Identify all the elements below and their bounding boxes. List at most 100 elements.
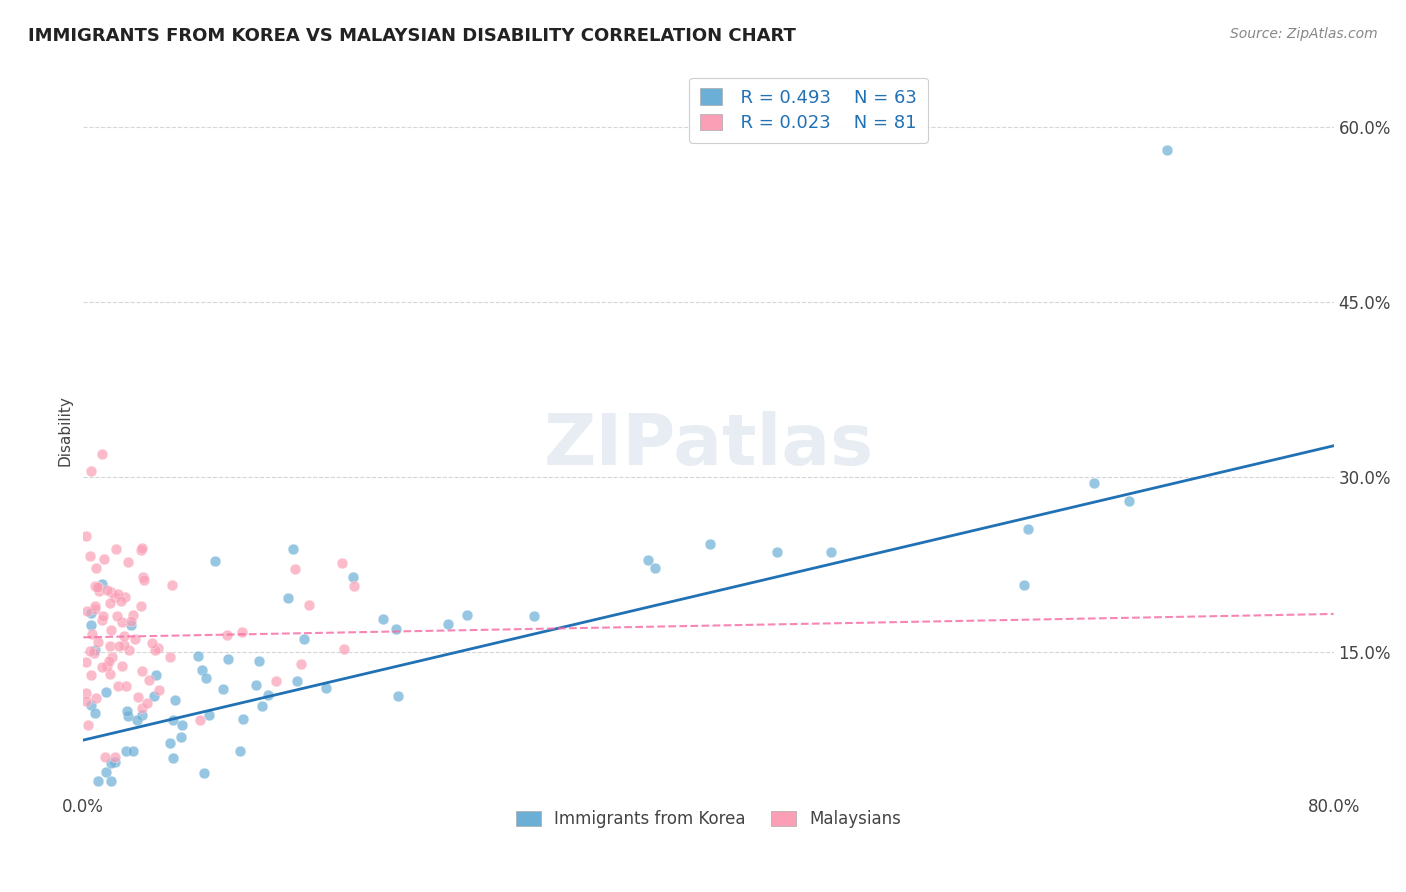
Point <box>285 673 308 688</box>
Point <box>384 622 406 636</box>
Point <box>637 553 659 567</box>
Point <box>315 681 337 695</box>
Point <box>191 663 214 677</box>
Point <box>115 744 138 758</box>
Point <box>217 651 239 665</box>
Point <box>162 751 184 765</box>
Point <box>94 750 117 764</box>
Point <box>162 714 184 728</box>
Point <box>77 718 100 732</box>
Point <box>1017 522 1039 536</box>
Point <box>112 638 135 652</box>
Point <box>247 654 270 668</box>
Point <box>111 615 134 630</box>
Point <box>143 642 166 657</box>
Point <box>100 774 122 789</box>
Point <box>170 730 193 744</box>
Point <box>131 701 153 715</box>
Point <box>104 591 127 605</box>
Point <box>101 650 124 665</box>
Point <box>91 660 114 674</box>
Point <box>456 608 478 623</box>
Point <box>121 607 143 622</box>
Point <box>104 750 127 764</box>
Point <box>188 713 211 727</box>
Point <box>1156 143 1178 157</box>
Point <box>124 632 146 646</box>
Point <box>100 623 122 637</box>
Point <box>96 659 118 673</box>
Point <box>94 685 117 699</box>
Point <box>115 704 138 718</box>
Point <box>83 643 105 657</box>
Point <box>117 555 139 569</box>
Point <box>107 587 129 601</box>
Point <box>80 617 103 632</box>
Point <box>83 646 105 660</box>
Point <box>96 583 118 598</box>
Point <box>277 591 299 606</box>
Point <box>1012 578 1035 592</box>
Point <box>118 642 141 657</box>
Point <box>165 693 187 707</box>
Point <box>105 609 128 624</box>
Point <box>100 585 122 599</box>
Point <box>120 614 142 628</box>
Point <box>129 542 152 557</box>
Point <box>281 542 304 557</box>
Point <box>204 554 226 568</box>
Point <box>76 604 98 618</box>
Point <box>84 561 107 575</box>
Point <box>110 594 132 608</box>
Point <box>264 674 287 689</box>
Point <box>229 744 252 758</box>
Point <box>83 579 105 593</box>
Point <box>93 552 115 566</box>
Point <box>79 549 101 564</box>
Point <box>298 598 321 612</box>
Point <box>100 756 122 770</box>
Point <box>87 774 110 789</box>
Point <box>198 708 221 723</box>
Y-axis label: Disability: Disability <box>58 395 72 466</box>
Point <box>232 712 254 726</box>
Point <box>90 613 112 627</box>
Point <box>91 577 114 591</box>
Text: IMMIGRANTS FROM KOREA VS MALAYSIAN DISABILITY CORRELATION CHART: IMMIGRANTS FROM KOREA VS MALAYSIAN DISAB… <box>28 27 796 45</box>
Point <box>80 465 103 479</box>
Point <box>91 447 114 461</box>
Point <box>75 685 97 699</box>
Point <box>256 689 278 703</box>
Point <box>172 718 194 732</box>
Point <box>87 581 110 595</box>
Point <box>75 529 97 543</box>
Point <box>217 628 239 642</box>
Point <box>292 632 315 646</box>
Point <box>766 545 789 559</box>
Point <box>115 679 138 693</box>
Point <box>387 690 409 704</box>
Point <box>91 609 114 624</box>
Point <box>333 642 356 657</box>
Point <box>644 560 666 574</box>
Point <box>112 629 135 643</box>
Point <box>111 659 134 673</box>
Point <box>820 545 842 559</box>
Point <box>250 698 273 713</box>
Point <box>129 599 152 614</box>
Point <box>159 736 181 750</box>
Point <box>145 668 167 682</box>
Point <box>1083 475 1105 490</box>
Point <box>193 765 215 780</box>
Point <box>100 596 122 610</box>
Point <box>80 667 103 681</box>
Point <box>75 694 97 708</box>
Point <box>87 584 110 599</box>
Point <box>131 541 153 555</box>
Point <box>162 578 184 592</box>
Point <box>84 602 107 616</box>
Point <box>104 542 127 557</box>
Point <box>141 636 163 650</box>
Point <box>98 667 121 681</box>
Point <box>121 744 143 758</box>
